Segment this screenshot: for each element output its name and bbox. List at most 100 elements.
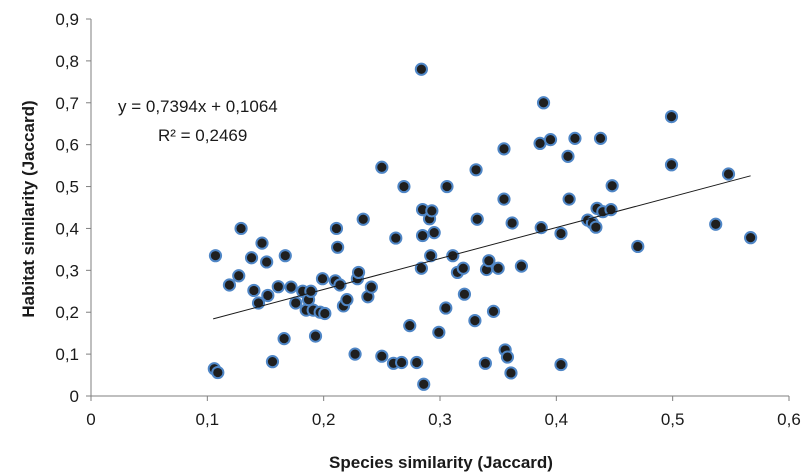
data-point (425, 204, 439, 218)
data-point (536, 96, 551, 110)
data-point (403, 319, 417, 333)
x-tick-label: 0,4 (545, 410, 569, 429)
data-point (260, 255, 274, 269)
data-point (709, 217, 723, 231)
data-point (308, 329, 323, 343)
data-point (589, 220, 603, 234)
x-tick-label: 0,6 (777, 410, 801, 429)
data-point (415, 228, 430, 243)
data-point (605, 179, 619, 193)
data-point (439, 301, 453, 315)
x-tick-label: 0 (86, 410, 95, 429)
x-axis-title: Species similarity (Jaccard) (329, 453, 553, 472)
y-axis-title: Habitat similarity (Jaccard) (19, 100, 38, 317)
data-point (631, 239, 645, 254)
data-point (554, 357, 568, 372)
y-tick-label: 0,6 (55, 136, 79, 155)
data-point (562, 192, 576, 206)
trendline (213, 175, 751, 320)
data-point (514, 259, 529, 273)
data-point (427, 226, 441, 240)
data-point (417, 377, 431, 391)
data-point (440, 179, 454, 194)
data-point (721, 167, 736, 181)
data-point (397, 179, 411, 194)
data-point (491, 261, 505, 275)
data-point (505, 216, 519, 230)
data-point (244, 251, 259, 265)
data-point (211, 365, 225, 380)
data-point (284, 280, 298, 294)
data-point (208, 249, 223, 263)
data-point (410, 355, 424, 370)
data-point (470, 212, 484, 226)
y-tick-label: 0,8 (55, 52, 79, 71)
data-point (277, 332, 291, 346)
data-point (432, 325, 446, 339)
y-tick-label: 0,3 (55, 261, 79, 280)
x-axis-ticks: 0 0,1 0,2 0,3 0,4 0,5 0,6 (86, 396, 801, 429)
data-point (554, 226, 568, 241)
data-point (504, 366, 518, 380)
y-tick-label: 0 (70, 387, 79, 406)
data-point (664, 158, 679, 172)
data-point (329, 221, 344, 236)
data-point (271, 280, 285, 294)
y-tick-label: 0,2 (55, 303, 79, 322)
data-point (364, 280, 378, 294)
data-point (500, 350, 515, 364)
y-tick-label: 0,9 (55, 10, 79, 29)
data-point (744, 231, 758, 245)
y-tick-label: 0,7 (55, 94, 79, 113)
data-point (457, 287, 472, 301)
data-point (414, 62, 428, 76)
data-point (468, 314, 482, 328)
data-point (265, 355, 280, 369)
data-point (351, 265, 366, 280)
data-point (318, 306, 332, 321)
data-point (278, 249, 292, 263)
data-point (304, 284, 318, 298)
data-point (315, 272, 330, 286)
x-tick-label: 0,1 (196, 410, 220, 429)
x-tick-label: 0,5 (661, 410, 685, 429)
data-point (469, 163, 483, 177)
data-point (664, 110, 679, 124)
data-point (593, 131, 608, 145)
data-point (234, 221, 248, 236)
data-point (375, 160, 389, 174)
y-tick-label: 0,4 (55, 219, 79, 238)
data-point (247, 283, 261, 298)
data-point (331, 240, 345, 254)
x-tick-label: 0,2 (312, 410, 336, 429)
data-point (356, 212, 370, 226)
data-point (255, 236, 269, 250)
data-point (446, 249, 460, 263)
data-point (478, 356, 492, 370)
data-point (568, 131, 582, 145)
r-squared-label: R² = 0,2469 (158, 126, 247, 145)
data-point (456, 261, 470, 275)
data-point (561, 149, 575, 163)
y-tick-label: 0,5 (55, 178, 79, 197)
data-point (389, 231, 403, 245)
data-point (395, 355, 409, 370)
data-point (261, 288, 275, 303)
x-tick-label: 0,3 (428, 410, 452, 429)
trendline-equation: y = 0,7394x + 0,1064 (118, 97, 278, 116)
data-point (340, 293, 354, 307)
data-point (348, 347, 362, 361)
data-point (414, 261, 428, 275)
data-point (486, 304, 501, 318)
data-point (497, 142, 511, 156)
data-point (232, 269, 246, 283)
y-axis-ticks: 0 0,1 0,2 0,3 0,4 0,5 0,6 0,7 0,8 0,9 (55, 10, 91, 406)
data-points (207, 62, 758, 391)
data-point (497, 192, 511, 206)
data-point (289, 296, 303, 310)
data-point (222, 278, 237, 292)
data-point (543, 133, 558, 147)
data-point (375, 349, 389, 363)
data-point (482, 254, 496, 268)
